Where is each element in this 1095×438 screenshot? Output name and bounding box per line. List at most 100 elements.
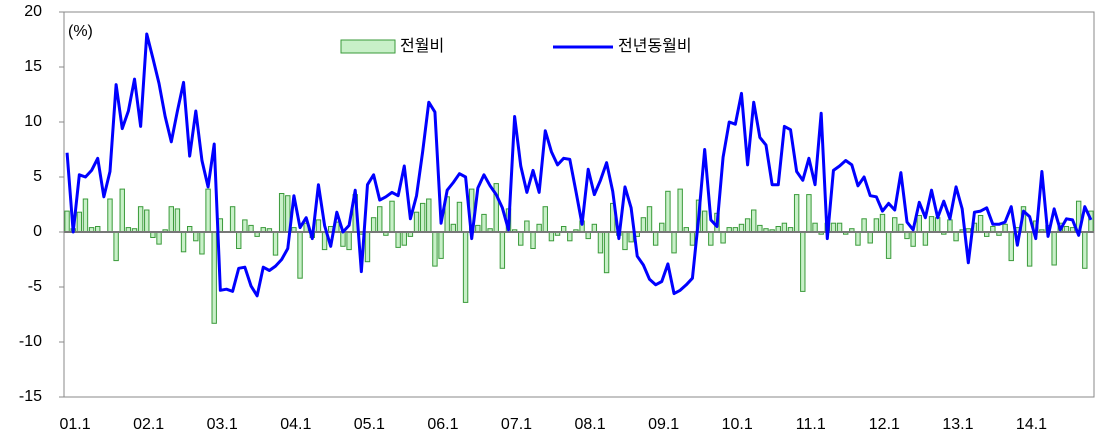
bar — [861, 218, 867, 233]
y-tick-label: -15 — [19, 388, 42, 405]
bar — [751, 209, 757, 233]
y-tick-label: 20 — [24, 3, 42, 20]
bar — [199, 231, 205, 255]
bar — [622, 231, 628, 251]
bar — [830, 222, 837, 233]
bar — [800, 231, 806, 292]
x-tick-label: 11.1 — [796, 416, 826, 433]
bar — [137, 206, 144, 233]
bar — [603, 231, 610, 274]
y-tick-label: 10 — [24, 113, 42, 130]
x-tick-label: 12.1 — [869, 416, 900, 433]
bar — [364, 231, 371, 263]
bar — [180, 231, 187, 253]
bar — [567, 231, 573, 242]
bar — [278, 193, 285, 233]
bar — [315, 219, 322, 233]
bar — [499, 231, 506, 269]
bar — [168, 206, 174, 233]
bar — [898, 223, 904, 233]
bar — [413, 211, 420, 233]
bar — [977, 215, 984, 233]
bar — [205, 188, 211, 233]
x-tick-label: 09.1 — [648, 416, 679, 433]
bar — [211, 231, 217, 324]
bar — [107, 198, 113, 233]
bar — [346, 231, 352, 251]
bar — [174, 208, 181, 233]
bar — [708, 231, 714, 246]
x-tick-label: 08.1 — [574, 416, 605, 433]
bar — [812, 222, 818, 233]
bar — [855, 231, 861, 246]
bar — [885, 231, 892, 259]
bar — [518, 231, 524, 246]
x-tick-label: 14.1 — [1016, 416, 1047, 433]
bar — [934, 217, 941, 233]
x-tick-label: 02.1 — [133, 416, 164, 433]
bar — [640, 217, 647, 233]
y-tick-label: 0 — [33, 223, 42, 240]
plot-frame — [63, 11, 1095, 398]
bar — [953, 231, 959, 242]
bar — [401, 231, 407, 246]
bar — [370, 217, 377, 233]
bar — [916, 215, 922, 233]
bar — [1082, 231, 1088, 269]
bar — [389, 200, 395, 233]
bar — [64, 210, 70, 233]
bar — [879, 213, 886, 233]
bar — [536, 223, 542, 233]
legend-label: 전년동월비 — [618, 37, 692, 55]
bar — [297, 231, 303, 279]
bar — [677, 188, 683, 233]
legend-item: 전년동월비 — [553, 37, 692, 55]
bar — [236, 231, 242, 249]
bar — [671, 231, 677, 254]
bar — [229, 206, 236, 233]
bar — [701, 210, 708, 233]
bar — [82, 198, 89, 233]
bar — [922, 231, 929, 246]
x-tick-label: 07.1 — [501, 416, 532, 433]
bar — [646, 206, 653, 233]
y-tick-label: -5 — [28, 278, 42, 295]
y-tick-label: 5 — [33, 168, 42, 185]
bar — [628, 231, 634, 243]
bar — [426, 198, 432, 233]
line — [65, 32, 1093, 298]
bar — [113, 231, 119, 262]
bar — [1051, 231, 1057, 266]
bar — [419, 202, 426, 233]
bar — [689, 231, 696, 246]
bar — [720, 231, 726, 244]
bar — [432, 231, 438, 267]
y-tick-label: 15 — [24, 58, 42, 75]
bar — [438, 231, 444, 259]
bar — [542, 206, 548, 233]
bar — [462, 231, 469, 303]
bar — [530, 231, 536, 249]
bar — [665, 190, 671, 233]
bar — [144, 209, 150, 233]
bar — [1008, 231, 1014, 262]
bar — [781, 222, 788, 233]
bar — [548, 231, 555, 242]
x-tick-label: 01.1 — [59, 416, 90, 433]
bar — [892, 217, 898, 233]
bar — [450, 223, 457, 233]
bar — [910, 231, 916, 247]
bar — [947, 219, 953, 233]
bar — [340, 231, 346, 247]
y-tick-label: -10 — [19, 333, 42, 350]
bar — [873, 218, 880, 233]
bar — [524, 220, 530, 233]
bar — [597, 231, 604, 254]
bar — [591, 223, 598, 233]
bar — [272, 231, 279, 256]
bar — [836, 222, 843, 233]
legend-item: 전월비 — [340, 37, 444, 55]
bar — [119, 188, 125, 233]
bar — [659, 222, 665, 233]
